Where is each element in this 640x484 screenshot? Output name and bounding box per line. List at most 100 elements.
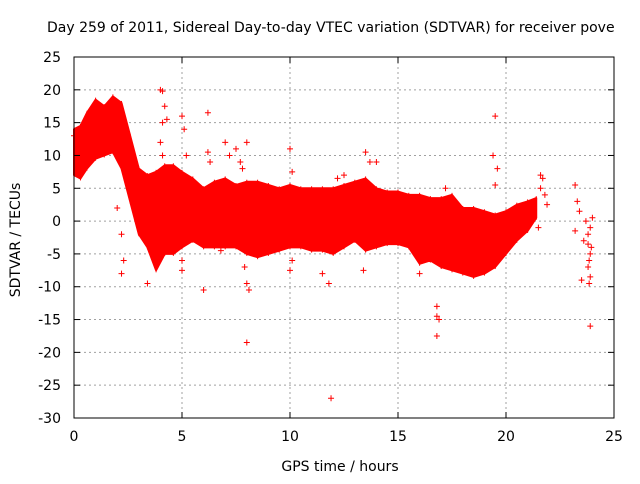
data-point xyxy=(585,241,592,248)
data-point xyxy=(366,159,373,166)
data-point xyxy=(239,165,246,172)
plot-frame xyxy=(73,56,615,419)
data-point xyxy=(588,244,595,251)
y-tick-label: 10 xyxy=(43,148,61,164)
data-point xyxy=(226,152,233,159)
chart-title: Day 259 of 2011, Sidereal Day-to-day VTE… xyxy=(47,20,615,36)
y-tick-label: -25 xyxy=(38,378,61,394)
data-point xyxy=(287,267,293,274)
y-tick-label: -30 xyxy=(38,411,61,427)
data-point xyxy=(537,172,544,179)
data-point xyxy=(159,88,166,95)
data-point xyxy=(586,280,593,287)
data-point xyxy=(433,313,440,320)
data-point xyxy=(325,280,332,287)
data-point xyxy=(319,270,326,277)
data-point xyxy=(585,264,592,271)
y-tick-label: 20 xyxy=(43,83,61,99)
data-point xyxy=(179,113,185,120)
data-point xyxy=(578,277,585,284)
data-point xyxy=(587,250,594,257)
x-axis-label: GPS time / hours xyxy=(281,459,398,475)
data-point xyxy=(541,191,548,198)
data-point xyxy=(222,139,229,146)
data-point xyxy=(120,257,127,264)
data-point xyxy=(360,267,367,274)
data-point xyxy=(200,287,207,294)
data-point xyxy=(576,208,583,215)
data-point xyxy=(204,149,211,156)
data-point xyxy=(544,201,551,208)
x-tick-label: 20 xyxy=(497,429,515,445)
data-point xyxy=(535,224,542,231)
data-point xyxy=(587,224,594,231)
data-point xyxy=(582,218,589,225)
data-point xyxy=(494,165,501,172)
data-point xyxy=(237,159,244,166)
data-point xyxy=(118,231,125,238)
data-point xyxy=(572,227,579,234)
data-point xyxy=(433,332,440,339)
data-point xyxy=(334,175,341,182)
data-point xyxy=(587,323,594,330)
data-point xyxy=(243,280,250,287)
y-tick-label: 5 xyxy=(52,181,61,197)
data-point xyxy=(328,395,335,402)
data-point xyxy=(442,185,449,192)
data-point xyxy=(245,287,252,294)
data-point xyxy=(159,152,166,159)
data-point xyxy=(289,257,296,264)
data-point xyxy=(589,214,596,221)
data-point xyxy=(539,175,546,182)
frame-layer xyxy=(73,56,615,419)
data-point xyxy=(217,247,224,254)
data-point xyxy=(537,185,544,192)
data-point xyxy=(233,145,239,152)
data-point xyxy=(118,270,125,277)
data-point xyxy=(289,168,296,175)
data-point xyxy=(433,303,440,310)
y-axis-label: SDTVAR / TECUs xyxy=(8,183,24,298)
data-point xyxy=(243,139,250,146)
data-point xyxy=(341,172,347,179)
data-point xyxy=(586,257,593,264)
data-point xyxy=(585,231,592,238)
data-point xyxy=(287,145,293,152)
x-tick-label: 10 xyxy=(281,429,299,445)
data-point xyxy=(243,339,250,346)
data-point xyxy=(587,273,594,280)
data-band xyxy=(73,95,538,278)
y-tick-label: -10 xyxy=(38,280,61,296)
x-tick-label: 5 xyxy=(178,429,187,445)
data-point xyxy=(157,139,164,146)
data-point xyxy=(179,267,185,274)
data-point xyxy=(114,204,121,211)
y-tick-label: -5 xyxy=(47,247,61,263)
data-point xyxy=(207,159,214,166)
data-point xyxy=(574,198,581,205)
y-tick-label: 15 xyxy=(43,116,61,132)
tick-layer: 0 5 10 15 20 25 25 20 15 10 5 0 -5 -10 -15 -20 -25 -30 xyxy=(38,50,623,445)
x-tick-label: 0 xyxy=(70,429,79,445)
data-point xyxy=(490,237,497,244)
data-point xyxy=(362,149,369,156)
data-point xyxy=(416,270,423,277)
data-point xyxy=(163,116,170,123)
x-tick-label: 25 xyxy=(605,429,623,445)
y-tick-label: -15 xyxy=(38,313,61,329)
data-point xyxy=(492,181,499,188)
data-point xyxy=(161,103,168,110)
x-tick-label: 15 xyxy=(389,429,407,445)
data-point xyxy=(144,280,151,287)
data-point xyxy=(572,181,579,188)
y-tick-label: -20 xyxy=(38,345,61,361)
data-point xyxy=(159,119,166,126)
data-point xyxy=(204,109,211,116)
data-point xyxy=(492,113,499,120)
data-point xyxy=(490,152,497,159)
data-point xyxy=(373,159,380,166)
data-point xyxy=(436,316,443,323)
data-point xyxy=(183,152,190,159)
